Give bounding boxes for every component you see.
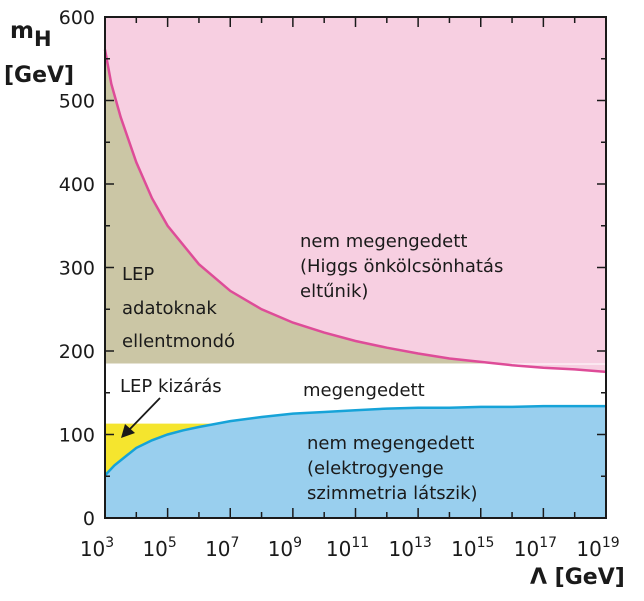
y-tick-label: 500	[59, 91, 95, 113]
lep-contradict-line-2: adatoknak	[122, 298, 217, 319]
lower-forbidden-line-1: nem megengedett	[307, 433, 474, 454]
region-lep-exclusion	[105, 423, 217, 476]
allowed-label: megengedett	[303, 380, 425, 401]
y-axis-label: mH	[10, 18, 52, 51]
upper-bound-curve	[103, 49, 607, 374]
tick-group: 0 100 200 300 400 500 600 103 105 107 109 1011 1013 1…	[59, 7, 620, 561]
x-tick-label: 1011	[326, 535, 369, 561]
region-lep-contradict	[105, 49, 497, 364]
y-tick-label: 100	[59, 425, 95, 447]
y-tick-label: 400	[59, 174, 95, 196]
region-forbidden-lower	[105, 406, 606, 518]
y-tick-label: 200	[59, 341, 95, 363]
x-tick-label: 105	[142, 535, 176, 561]
x-tick-label: 1019	[576, 535, 619, 561]
lep-exclusion-arrow-shaft	[128, 397, 161, 431]
lower-bound-curve	[104, 404, 606, 477]
lep-exclusion-label: LEP kizárás	[120, 376, 222, 397]
x-tick-label: 1013	[388, 535, 431, 561]
y-axis-label-sub: H	[34, 27, 52, 51]
region-forbidden-upper	[105, 17, 606, 372]
y-axis-unit: [GeV]	[4, 63, 74, 88]
y-tick-label: 300	[59, 258, 95, 280]
upper-forbidden-line-3: eltűnik)	[300, 281, 368, 302]
region-allowed	[105, 363, 606, 365]
lep-contradict-line-3: ellentmondó	[122, 331, 235, 352]
y-tick-label: 600	[59, 7, 95, 29]
upper-forbidden-line-1: nem megengedett	[300, 231, 467, 252]
x-tick-label: 107	[205, 535, 239, 561]
x-tick-label: 109	[268, 535, 302, 561]
lep-contradict-line-1: LEP	[122, 264, 154, 285]
lower-forbidden-line-2: (elektrogyenge	[307, 458, 444, 479]
y-tick-label: 0	[83, 508, 95, 530]
lep-exclusion-arrow-head	[121, 424, 135, 438]
lower-forbidden-line-3: szimmetria látszik)	[307, 483, 478, 504]
x-tick-label: 103	[80, 535, 114, 561]
upper-forbidden-line-2: (Higgs önkölcsönhatás	[300, 256, 503, 277]
x-axis-label: Λ [GeV]	[530, 565, 625, 590]
x-tick-label: 1015	[451, 535, 494, 561]
y-axis-label-main: m	[10, 18, 34, 44]
x-tick-label: 1017	[514, 535, 557, 561]
